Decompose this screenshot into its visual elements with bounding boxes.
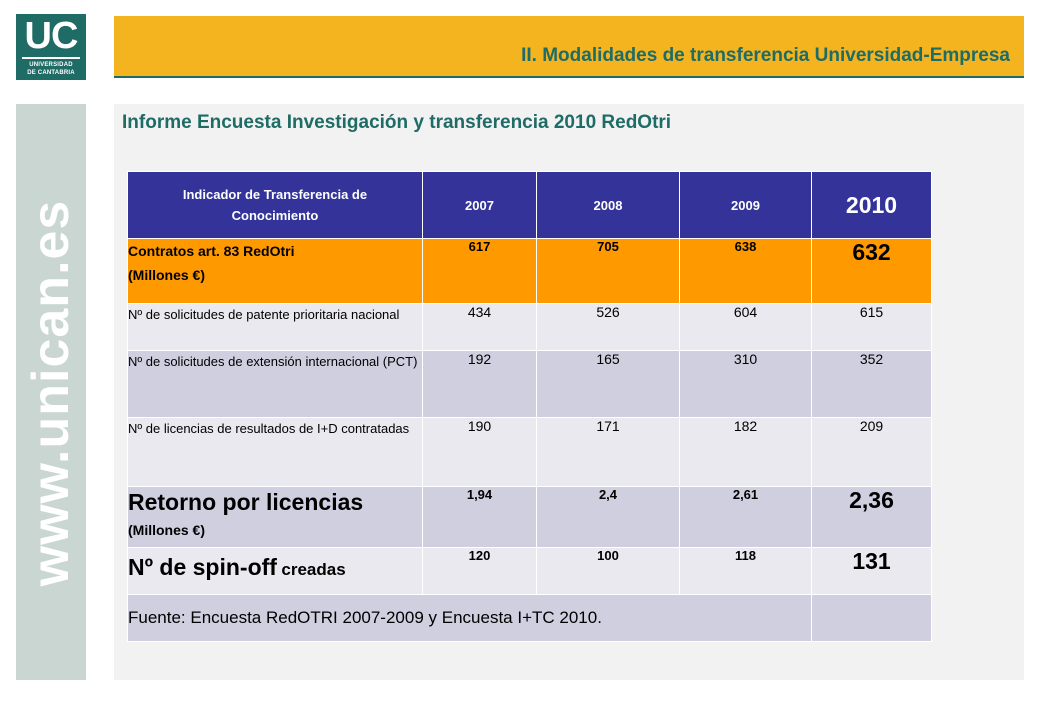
cell-value: 352 — [811, 350, 932, 418]
cell-value: 120 — [422, 547, 537, 595]
cell-value: 209 — [811, 417, 932, 487]
cell-value: 2,4 — [536, 486, 680, 548]
table-header-row: Indicador de Transferencia de Conocimien… — [127, 171, 932, 239]
row-label-main: Nº de spin-off — [128, 554, 277, 580]
header-indicator: Indicador de Transferencia de Conocimien… — [127, 171, 423, 239]
row-label-suffix: creadas — [281, 560, 346, 579]
logo-divider — [22, 57, 80, 59]
cell-value: 615 — [811, 303, 932, 351]
row-label: Nº de spin-off creadas — [127, 547, 423, 595]
page-title: II. Modalidades de transferencia Univers… — [521, 45, 1010, 66]
cell-value: 100 — [536, 547, 680, 595]
header-bar: II. Modalidades de transferencia Univers… — [114, 16, 1024, 76]
row-label-main: Retorno por licencias — [128, 489, 364, 515]
header-2008: 2008 — [536, 171, 680, 239]
cell-value: 632 — [811, 238, 932, 304]
cell-value: 1,94 — [422, 486, 537, 548]
cell-value: 604 — [679, 303, 812, 351]
cell-value: 165 — [536, 350, 680, 418]
row-label-unit: (Millones €) — [128, 522, 206, 538]
cell-value: 2,36 — [811, 486, 932, 548]
cell-value: 171 — [536, 417, 680, 487]
cell-value: 192 — [422, 350, 537, 418]
row-label: Contratos art. 83 RedOtri (Millones €) — [127, 238, 423, 304]
row-label: Nº de licencias de resultados de I+D con… — [127, 417, 423, 487]
header-2007: 2007 — [422, 171, 537, 239]
row-label: Nº de solicitudes de patente prioritaria… — [127, 303, 423, 351]
cell-value: 638 — [679, 238, 812, 304]
cell-value: 310 — [679, 350, 812, 418]
table-row: Nº de solicitudes de extensión internaci… — [127, 350, 932, 418]
cell-value: 617 — [422, 238, 537, 304]
table-row: Retorno por licencias (Millones €) 1,94 … — [127, 486, 932, 548]
report-subtitle: Informe Encuesta Investigación y transfe… — [122, 112, 672, 133]
logo-line-2: DE CANTABRIA — [27, 70, 75, 76]
logo-mark: UC — [24, 15, 79, 57]
side-band — [16, 104, 86, 680]
cell-value: 2,61 — [679, 486, 812, 548]
cell-value: 705 — [536, 238, 680, 304]
table-row: Nº de spin-off creadas 120 100 118 131 — [127, 547, 932, 595]
source-empty-cell — [811, 594, 932, 642]
indicators-table: Indicador de Transferencia de Conocimien… — [127, 171, 932, 642]
side-url: www.unican.es — [22, 199, 80, 587]
table-source-row: Fuente: Encuesta RedOTRI 2007-2009 y Enc… — [127, 594, 932, 642]
table-row: Contratos art. 83 RedOtri (Millones €) 6… — [127, 238, 932, 304]
row-label: Retorno por licencias (Millones €) — [127, 486, 423, 548]
table-row: Nº de licencias de resultados de I+D con… — [127, 417, 932, 487]
table-row: Nº de solicitudes de patente prioritaria… — [127, 303, 932, 351]
header-divider — [114, 76, 1024, 78]
cell-value: 190 — [422, 417, 537, 487]
cell-value: 526 — [536, 303, 680, 351]
cell-value: 131 — [811, 547, 932, 595]
header-2010: 2010 — [811, 171, 932, 239]
cell-value: 434 — [422, 303, 537, 351]
row-label-main: Contratos art. 83 RedOtri — [128, 243, 295, 259]
source-note: Fuente: Encuesta RedOTRI 2007-2009 y Enc… — [127, 594, 812, 642]
row-label: Nº de solicitudes de extensión internaci… — [127, 350, 423, 418]
uc-logo: UC UNIVERSIDAD DE CANTABRIA — [16, 14, 86, 80]
row-label-unit: (Millones €) — [128, 267, 206, 283]
header-2009: 2009 — [679, 171, 812, 239]
logo-line-1: UNIVERSIDAD — [29, 62, 73, 68]
cell-value: 118 — [679, 547, 812, 595]
cell-value: 182 — [679, 417, 812, 487]
